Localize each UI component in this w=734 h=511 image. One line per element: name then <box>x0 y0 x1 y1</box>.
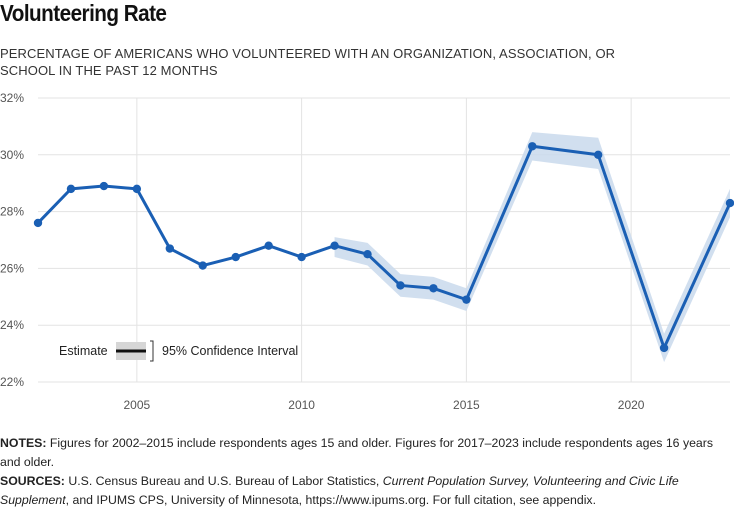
data-point <box>99 181 109 191</box>
legend-label-ci: 95% Confidence Interval <box>162 344 298 358</box>
data-points <box>33 142 734 353</box>
sources-publication: Current Population Survey, Volunteering … <box>0 474 679 507</box>
sources-text-pre: U.S. Census Bureau and U.S. Bureau of La… <box>64 474 383 488</box>
chart-title: Volunteering Rate <box>0 0 167 26</box>
legend: Estimate 95% Confidence Interval <box>59 340 298 362</box>
series-line-estimate <box>36 144 732 350</box>
notes-label: NOTES: <box>0 436 47 450</box>
legend-bracket <box>150 340 154 362</box>
data-point <box>462 295 471 304</box>
data-point <box>363 250 372 259</box>
data-point <box>725 198 734 208</box>
notes-text: Figures for 2002–2015 include respondent… <box>0 436 714 469</box>
x-tick-label: 2005 <box>124 398 151 412</box>
data-point <box>198 261 207 270</box>
y-tick-label: 24% <box>0 318 24 332</box>
data-point <box>528 142 537 151</box>
x-tick-label: 2015 <box>453 398 480 412</box>
footnotes: NOTES: Figures for 2002–2015 include res… <box>0 434 734 510</box>
y-tick-label: 28% <box>0 205 24 219</box>
data-point <box>132 184 142 194</box>
data-point <box>330 241 339 250</box>
data-point <box>297 252 306 262</box>
notes-paragraph: NOTES: Figures for 2002–2015 include res… <box>0 434 734 472</box>
y-tick-label: 30% <box>0 148 24 162</box>
data-point <box>659 343 669 353</box>
x-axis-ticks: 2005 2010 2015 2020 <box>124 398 645 412</box>
x-tick-label: 2020 <box>618 398 645 412</box>
data-point <box>231 252 240 262</box>
sources-label: SOURCES: <box>0 474 65 488</box>
data-point <box>165 244 175 253</box>
data-point <box>264 241 273 250</box>
y-tick-label: 32% <box>0 91 24 105</box>
data-point <box>429 284 438 293</box>
sources-text-post: , and IPUMS CPS, University of Minnesota… <box>65 493 596 507</box>
line-chart: 22% 24% 26% 28% 30% 32% 2005 2010 2015 2020 Esti… <box>0 91 734 412</box>
data-point <box>396 281 405 290</box>
x-tick-label: 2010 <box>288 398 315 412</box>
legend-label-estimate: Estimate <box>59 344 108 358</box>
chart-subtitle: PERCENTAGE OF AMERICANS WHO VOLUNTEERED … <box>0 46 616 78</box>
data-point <box>593 150 603 159</box>
y-axis-ticks: 22% 24% 26% 28% 30% 32% <box>0 91 24 389</box>
y-tick-label: 26% <box>0 261 24 275</box>
confidence-interval-band <box>334 132 730 363</box>
sources-paragraph: SOURCES: U.S. Census Bureau and U.S. Bur… <box>0 472 734 510</box>
y-tick-label: 22% <box>0 375 24 389</box>
data-point <box>66 184 76 194</box>
data-point <box>33 218 43 228</box>
